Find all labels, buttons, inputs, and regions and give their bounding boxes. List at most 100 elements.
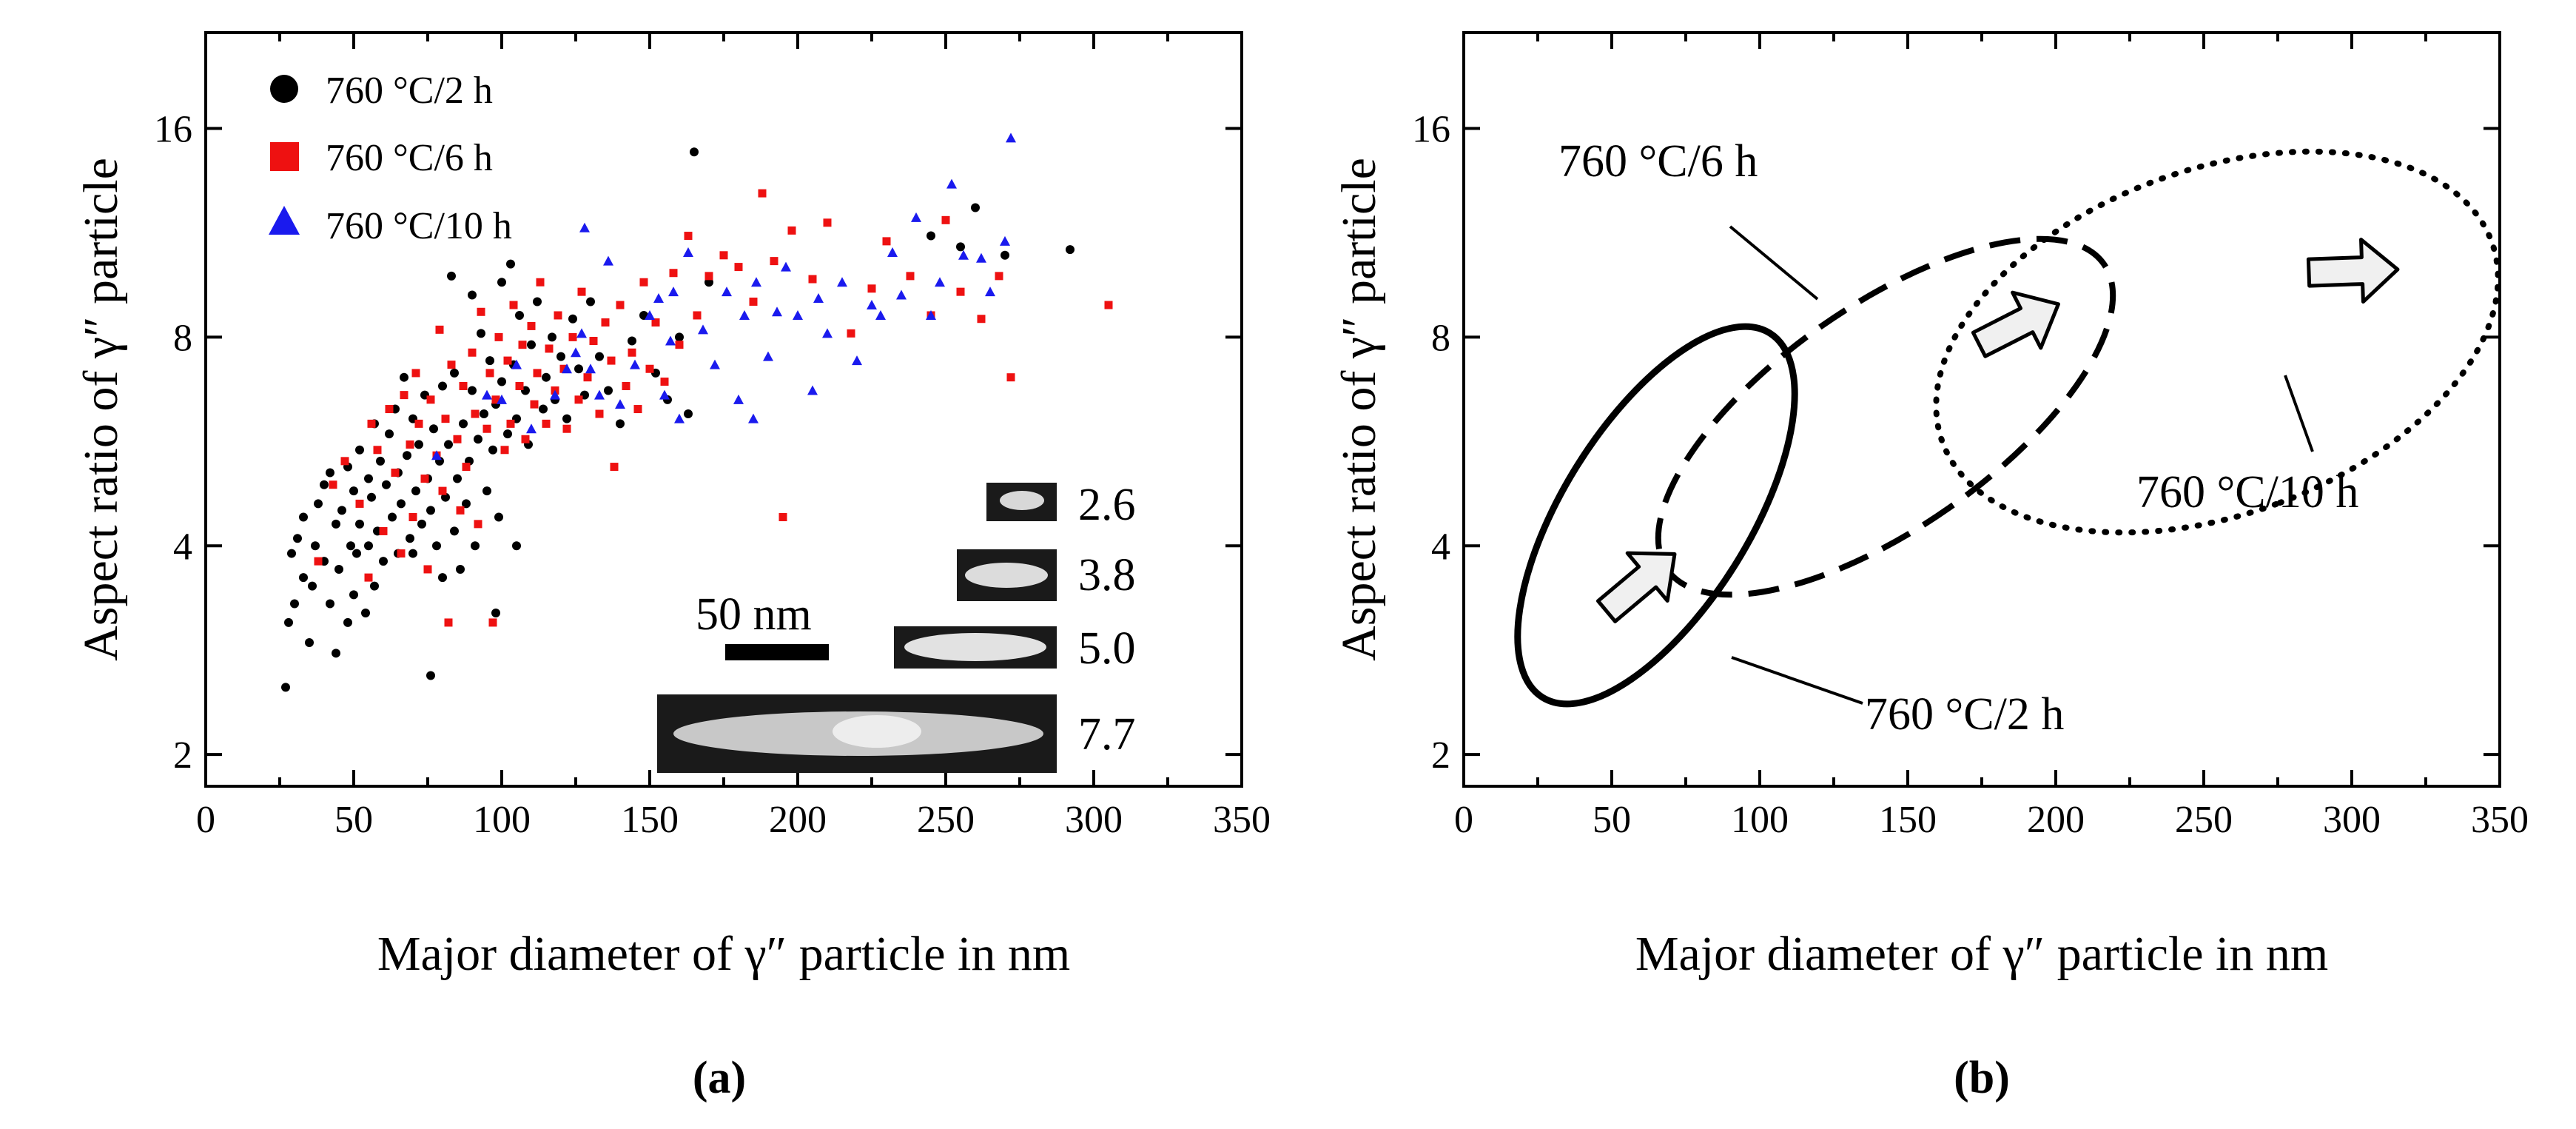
data-point <box>485 369 494 378</box>
data-point <box>417 519 426 529</box>
data-point <box>411 369 420 378</box>
data-point <box>719 251 728 260</box>
data-point <box>512 541 521 551</box>
data-point <box>337 506 346 515</box>
data-point <box>556 352 565 361</box>
x-axis-label-a: Major diameter of γ″ particle in nm <box>377 927 1070 981</box>
data-point <box>594 389 605 400</box>
data-point <box>956 287 965 296</box>
data-point <box>958 249 969 260</box>
data-point <box>497 394 507 404</box>
growth-arrow-3 <box>2306 238 2400 304</box>
data-point <box>675 332 684 342</box>
data-point <box>722 287 732 297</box>
data-point <box>852 355 862 366</box>
data-point <box>665 335 676 346</box>
panel-b: 0 50 100 150 200 250 300 350 2 4 8 16 760 °C/6 h 76… <box>1332 31 2529 1103</box>
data-point <box>675 341 684 349</box>
data-point <box>533 369 542 378</box>
x-tick-label-b: 300 <box>2323 799 2381 841</box>
data-point <box>545 344 554 353</box>
data-point <box>503 356 512 365</box>
data-point <box>503 429 512 439</box>
data-point <box>542 419 551 428</box>
data-point <box>367 492 376 502</box>
data-point <box>468 348 477 357</box>
x-tick-label-a: 150 <box>621 799 679 841</box>
data-point <box>364 474 373 483</box>
data-point <box>441 415 450 423</box>
data-point <box>444 440 453 449</box>
data-point <box>497 278 506 287</box>
data-point <box>497 377 506 386</box>
x-tick-label-a: 300 <box>1065 799 1123 841</box>
data-point <box>562 424 571 433</box>
region-10h-dotted <box>1933 148 2501 536</box>
data-point <box>669 269 678 278</box>
data-point <box>607 356 616 365</box>
data-point <box>926 309 936 320</box>
data-point <box>772 306 782 317</box>
x-tick-label-a: 50 <box>334 799 373 841</box>
data-point <box>482 486 491 496</box>
data-point <box>639 278 648 287</box>
data-point <box>477 329 485 338</box>
growth-arrows <box>1595 238 2400 623</box>
scale-bar <box>725 644 829 660</box>
data-point <box>349 486 358 496</box>
data-point <box>693 311 702 320</box>
data-point <box>364 573 373 582</box>
data-point <box>332 519 340 529</box>
data-point <box>527 340 536 349</box>
data-point <box>453 474 462 483</box>
data-point <box>521 435 530 443</box>
data-point <box>438 486 447 495</box>
panel-label-b: (b) <box>1954 1053 2010 1103</box>
x-tick-label-a: 100 <box>473 799 531 841</box>
data-point <box>491 395 500 404</box>
data-point <box>408 513 417 522</box>
data-point <box>653 292 664 303</box>
data-point <box>482 389 492 400</box>
data-point <box>645 364 654 373</box>
leader-10h <box>2284 375 2314 452</box>
data-point <box>361 609 370 618</box>
data-point <box>435 325 444 334</box>
data-point <box>308 581 317 591</box>
legend-label-6h: 760 °C/6 h <box>326 137 493 179</box>
particle-ar-5-0: 5.0 <box>1078 623 1136 674</box>
data-point <box>568 332 577 341</box>
data-point <box>995 272 1003 281</box>
y-tick-label-a: 4 <box>173 526 192 568</box>
data-point <box>474 435 482 444</box>
data-point <box>674 413 685 423</box>
data-point <box>450 368 459 378</box>
data-point <box>477 307 485 316</box>
data-point <box>668 287 679 297</box>
data-point <box>787 226 796 235</box>
data-point <box>340 457 349 466</box>
data-point <box>471 409 480 418</box>
data-point <box>568 314 577 324</box>
y-tick-label-a: 2 <box>173 734 192 777</box>
data-point <box>509 301 518 309</box>
data-point <box>391 468 400 477</box>
data-point <box>559 364 568 373</box>
data-point <box>367 419 376 428</box>
data-point <box>574 364 583 374</box>
data-point <box>763 351 773 361</box>
y-tick-label-b: 16 <box>1412 109 1450 151</box>
data-point <box>539 404 548 414</box>
data-point <box>1104 301 1113 309</box>
data-point <box>438 381 447 391</box>
data-point <box>397 499 406 509</box>
data-point <box>474 520 482 529</box>
data-point <box>491 609 500 618</box>
data-point <box>659 389 670 400</box>
data-point <box>562 364 572 374</box>
data-point <box>494 332 503 341</box>
data-point <box>882 237 891 246</box>
data-point <box>349 590 358 600</box>
data-point <box>867 300 877 310</box>
data-point <box>628 348 636 357</box>
